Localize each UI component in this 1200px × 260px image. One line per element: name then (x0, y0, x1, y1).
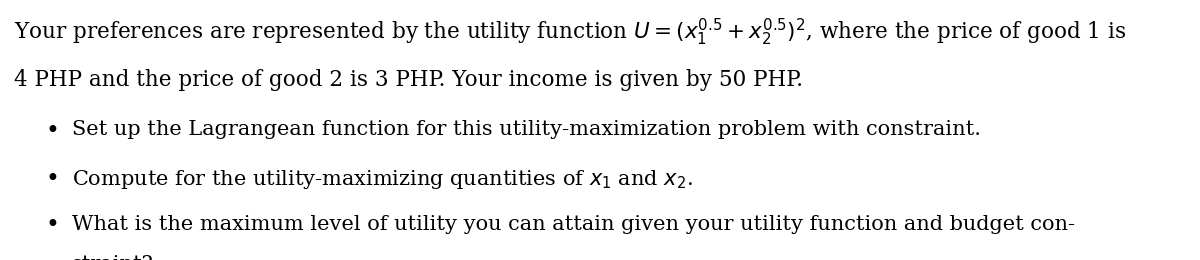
Text: •: • (46, 214, 60, 237)
Text: Compute for the utility-maximizing quantities of $x_1$ and $x_2$.: Compute for the utility-maximizing quant… (72, 168, 692, 191)
Text: What is the maximum level of utility you can attain given your utility function : What is the maximum level of utility you… (72, 214, 1075, 233)
Text: •: • (46, 120, 60, 142)
Text: Set up the Lagrangean function for this utility-maximization problem with constr: Set up the Lagrangean function for this … (72, 120, 982, 139)
Text: 4 PHP and the price of good 2 is 3 PHP. Your income is given by 50 PHP.: 4 PHP and the price of good 2 is 3 PHP. … (14, 69, 804, 91)
Text: •: • (46, 168, 60, 191)
Text: Your preferences are represented by the utility function $U = (x_1^{0.5} + x_2^{: Your preferences are represented by the … (14, 17, 1127, 48)
Text: straint?: straint? (72, 255, 154, 260)
